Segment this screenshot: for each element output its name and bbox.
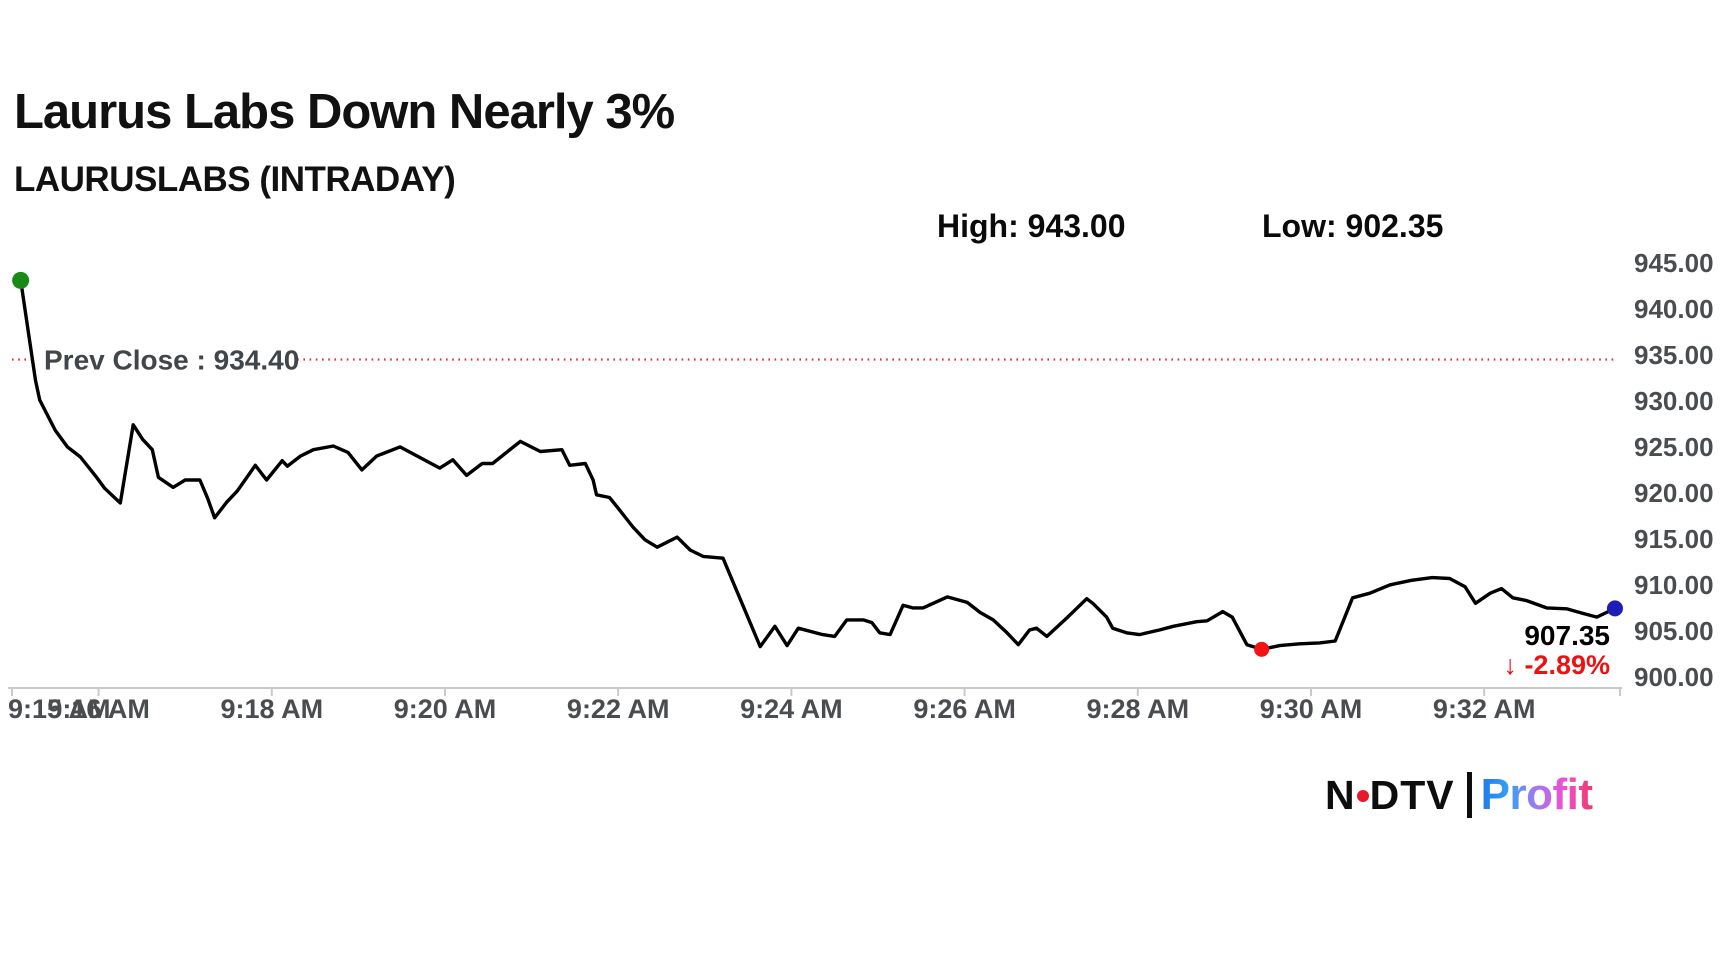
y-tick-label: 925.00 [1634,432,1714,462]
last-price-label: 907.35 [1524,620,1610,651]
y-tick-label: 920.00 [1634,478,1714,508]
logo-divider [1466,772,1472,818]
symbol-subtitle: LAURUSLABS (INTRADAY) [14,160,456,199]
x-tick-label: 9:26 AM [913,694,1016,724]
x-tick-label: 9:20 AM [394,694,497,724]
prev-close-label: Prev Close : 934.40 [44,345,299,376]
x-tick-label: 9:15 AM [8,694,111,724]
low-marker [1254,641,1270,657]
x-tick-label: 9:24 AM [740,694,843,724]
y-tick-label: 935.00 [1634,340,1714,370]
y-tick-label: 915.00 [1634,524,1714,554]
x-tick-label: 9:22 AM [567,694,670,724]
ndtv-wordmark: N DTV [1325,771,1455,818]
price-line [19,278,1617,651]
low-value-label: Low: 902.35 [1262,208,1444,244]
prev-close-label-bg [36,340,298,379]
ndtv-red-dot-icon [1356,790,1369,802]
y-tick-label: 945.00 [1634,248,1714,278]
profit-wordmark: Profit [1480,770,1593,819]
y-tick-label: 940.00 [1634,294,1714,324]
x-tick-label: 9:28 AM [1087,694,1190,724]
page-title: Laurus Labs Down Nearly 3% [14,85,675,139]
y-tick-label: 910.00 [1634,570,1714,600]
x-tick-label: 9:30 AM [1260,694,1363,724]
x-tick-label: 9:32 AM [1433,694,1536,724]
high-value-label: High: 943.00 [937,208,1126,244]
x-tick-label: 9:16 AM [47,694,150,724]
current-price-marker [1606,600,1623,617]
y-tick-label: 930.00 [1634,386,1714,416]
last-change-label: ↓ -2.89% [1503,650,1610,680]
x-tick-label: 9:18 AM [221,694,324,724]
y-tick-label: 900.00 [1634,662,1714,692]
open-high-marker [12,271,30,289]
ndtv-profit-logo: N DTV Profit [1325,769,1593,821]
y-tick-label: 905.00 [1634,616,1714,646]
